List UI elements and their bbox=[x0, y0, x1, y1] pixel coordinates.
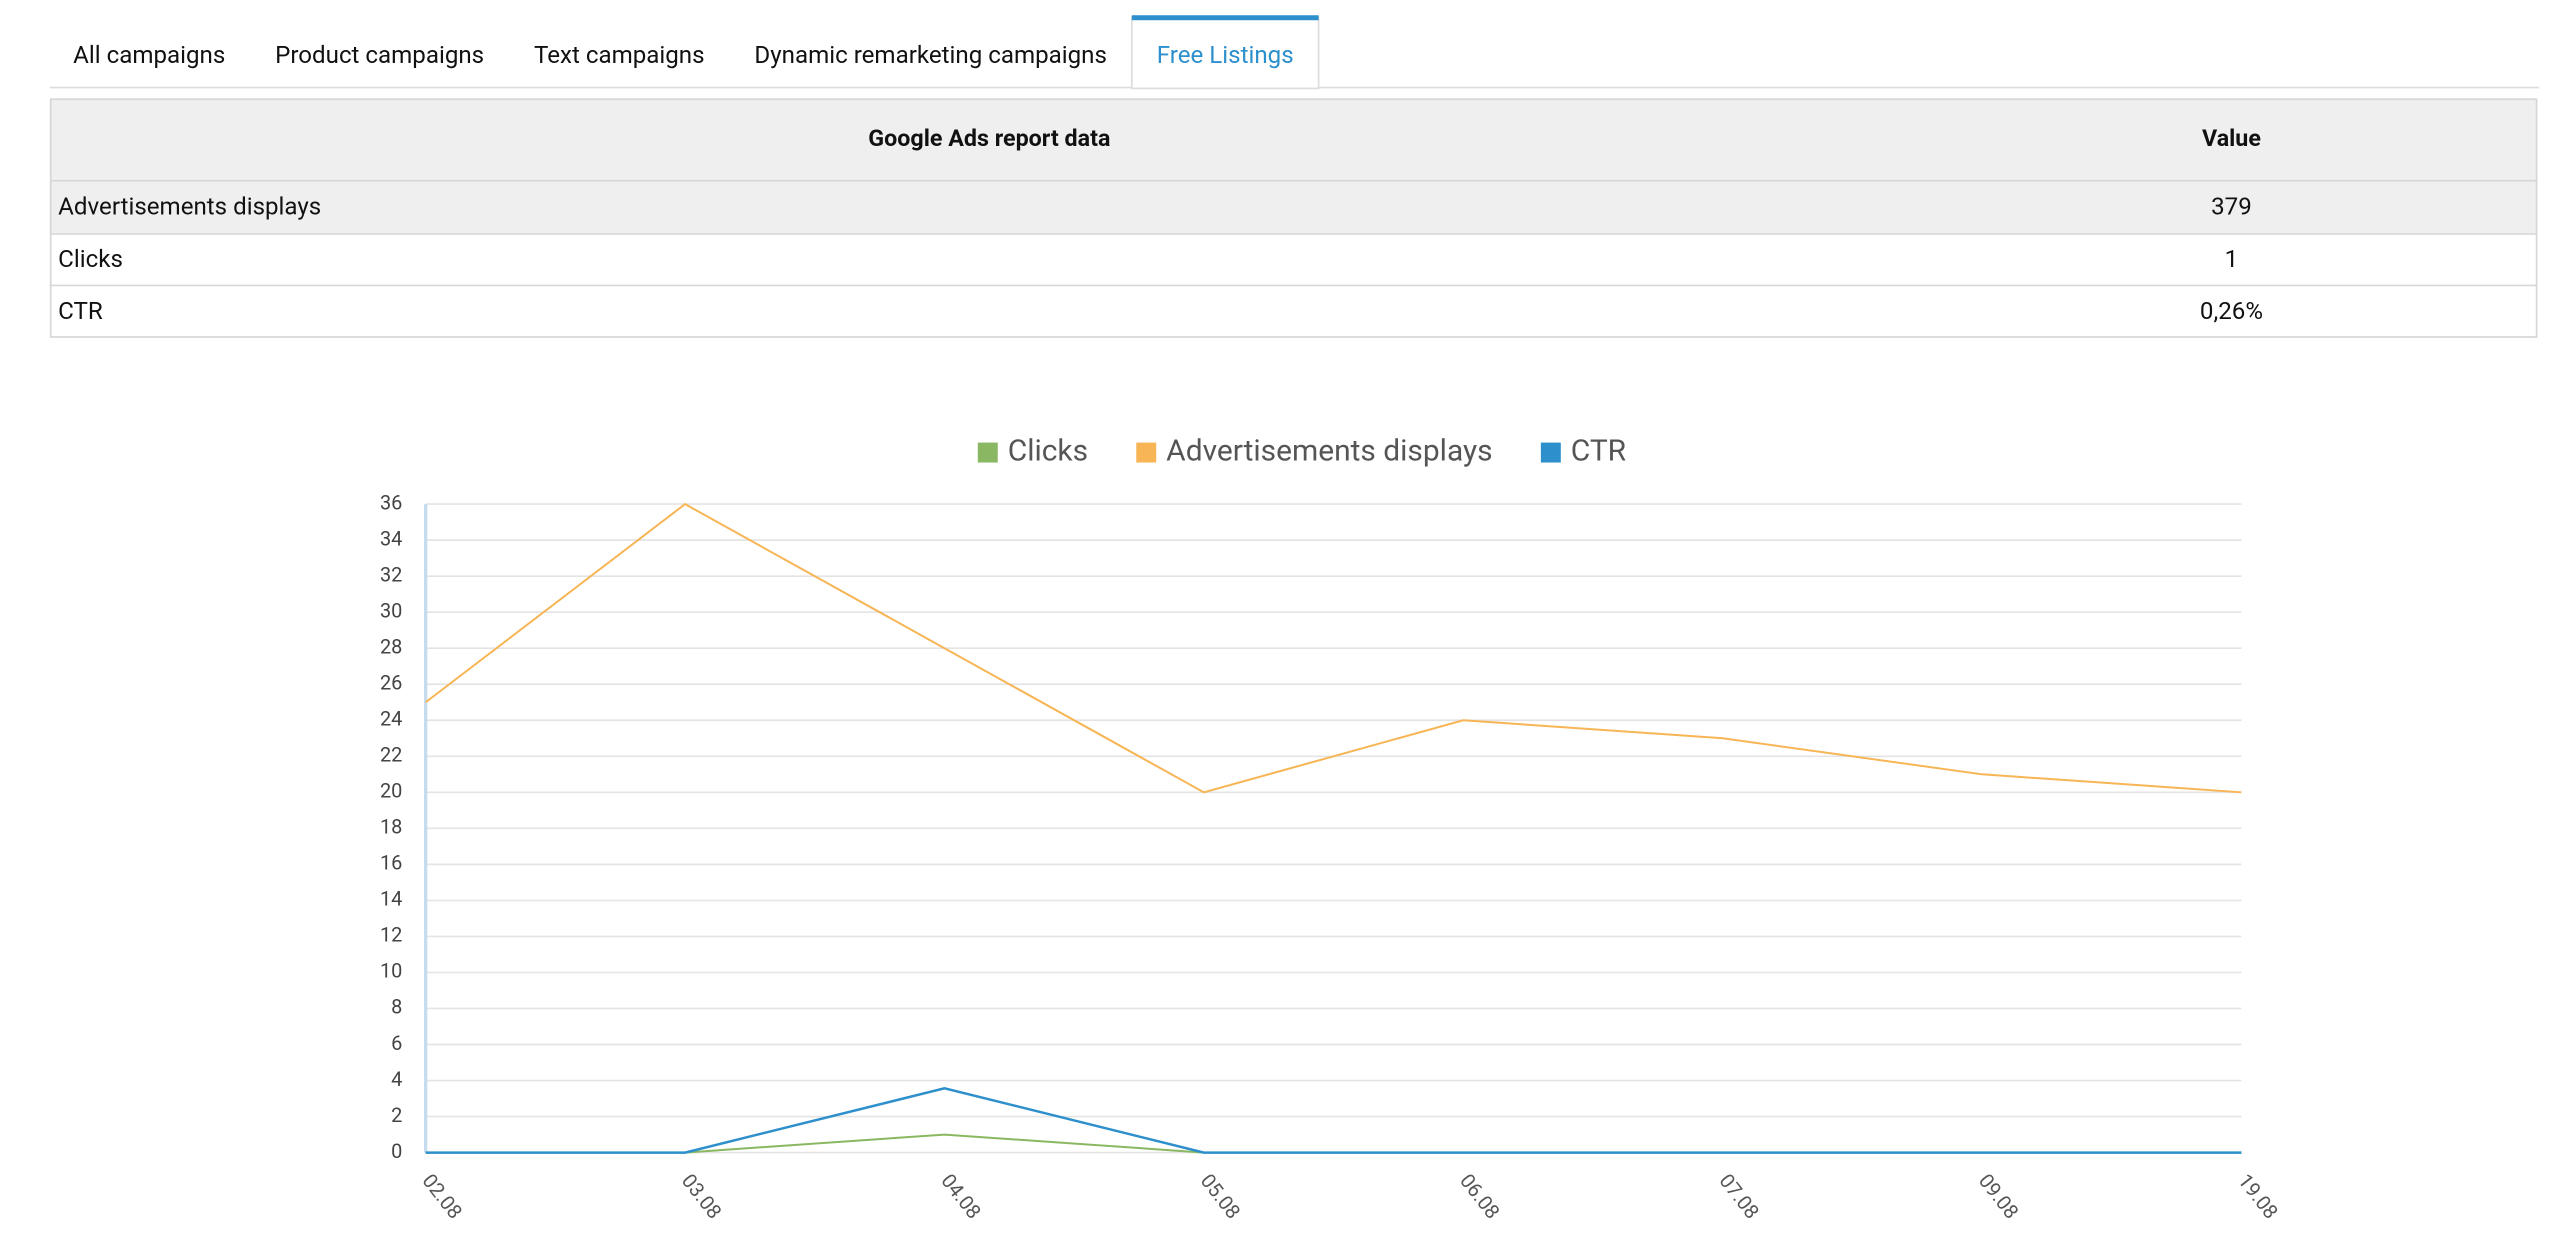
legend-swatch bbox=[1540, 442, 1561, 463]
legend-label: Clicks bbox=[1008, 433, 1088, 468]
table-cell: Clicks bbox=[58, 245, 123, 273]
y-tick-label: 8 bbox=[391, 995, 402, 1019]
tab-label[interactable]: Dynamic remarketing campaigns bbox=[754, 41, 1106, 69]
y-tick-label: 12 bbox=[380, 923, 402, 947]
table-cell: CTR bbox=[58, 297, 103, 325]
y-tick-label: 22 bbox=[380, 743, 402, 767]
y-tick-label: 14 bbox=[380, 887, 402, 911]
x-tick-label: 06.08 bbox=[1455, 1169, 1505, 1223]
y-tick-label: 36 bbox=[380, 490, 402, 514]
y-tick-label: 28 bbox=[380, 634, 402, 658]
x-tick-label: 09.08 bbox=[1974, 1169, 2024, 1223]
y-tick-label: 2 bbox=[391, 1103, 402, 1127]
x-tick-label: 19.08 bbox=[2233, 1169, 2283, 1223]
y-tick-label: 0 bbox=[391, 1139, 402, 1163]
y-tick-label: 4 bbox=[391, 1067, 402, 1091]
active-tab bbox=[1131, 16, 1320, 90]
legend-label: CTR bbox=[1571, 433, 1626, 468]
table-header: Google Ads report data bbox=[868, 124, 1110, 152]
y-tick-label: 10 bbox=[380, 959, 402, 983]
tab-label[interactable]: All campaigns bbox=[73, 41, 225, 69]
x-tick-label: 07.08 bbox=[1715, 1169, 1765, 1223]
x-tick-label: 05.08 bbox=[1196, 1169, 1246, 1223]
series-line bbox=[425, 1086, 2242, 1154]
y-tick-label: 34 bbox=[380, 526, 402, 550]
table-header: Value bbox=[2202, 124, 2261, 152]
y-tick-label: 30 bbox=[380, 598, 402, 622]
active-tab-top bbox=[1131, 15, 1319, 21]
table-cell: 1 bbox=[2225, 245, 2239, 273]
table-border bbox=[49, 98, 2538, 338]
legend-swatch bbox=[977, 442, 998, 463]
tab-label[interactable]: Product campaigns bbox=[275, 41, 484, 69]
table-cell: Advertisements displays bbox=[58, 192, 321, 220]
tab-label[interactable]: Text campaigns bbox=[534, 41, 705, 69]
series-line bbox=[425, 502, 2242, 794]
x-tick-label: 03.08 bbox=[677, 1169, 727, 1223]
y-tick-label: 18 bbox=[380, 815, 402, 839]
table-cell: 0,26% bbox=[2200, 297, 2263, 325]
x-tick-label: 04.08 bbox=[936, 1169, 986, 1223]
y-tick-label: 26 bbox=[380, 671, 402, 695]
x-tick-label: 02.08 bbox=[418, 1169, 468, 1223]
legend-label: Advertisements displays bbox=[1166, 433, 1492, 468]
table-cell: 379 bbox=[2211, 192, 2252, 220]
y-tick-label: 16 bbox=[380, 851, 402, 875]
y-tick-label: 32 bbox=[380, 562, 402, 586]
table-row-bg bbox=[49, 179, 2538, 234]
table-header-bg bbox=[49, 98, 2538, 180]
y-tick-label: 20 bbox=[380, 779, 402, 803]
y-tick-label: 24 bbox=[380, 707, 402, 731]
y-tick-label: 6 bbox=[391, 1031, 402, 1055]
tab-label[interactable]: Free Listings bbox=[1157, 41, 1294, 69]
legend-swatch bbox=[1136, 442, 1157, 463]
